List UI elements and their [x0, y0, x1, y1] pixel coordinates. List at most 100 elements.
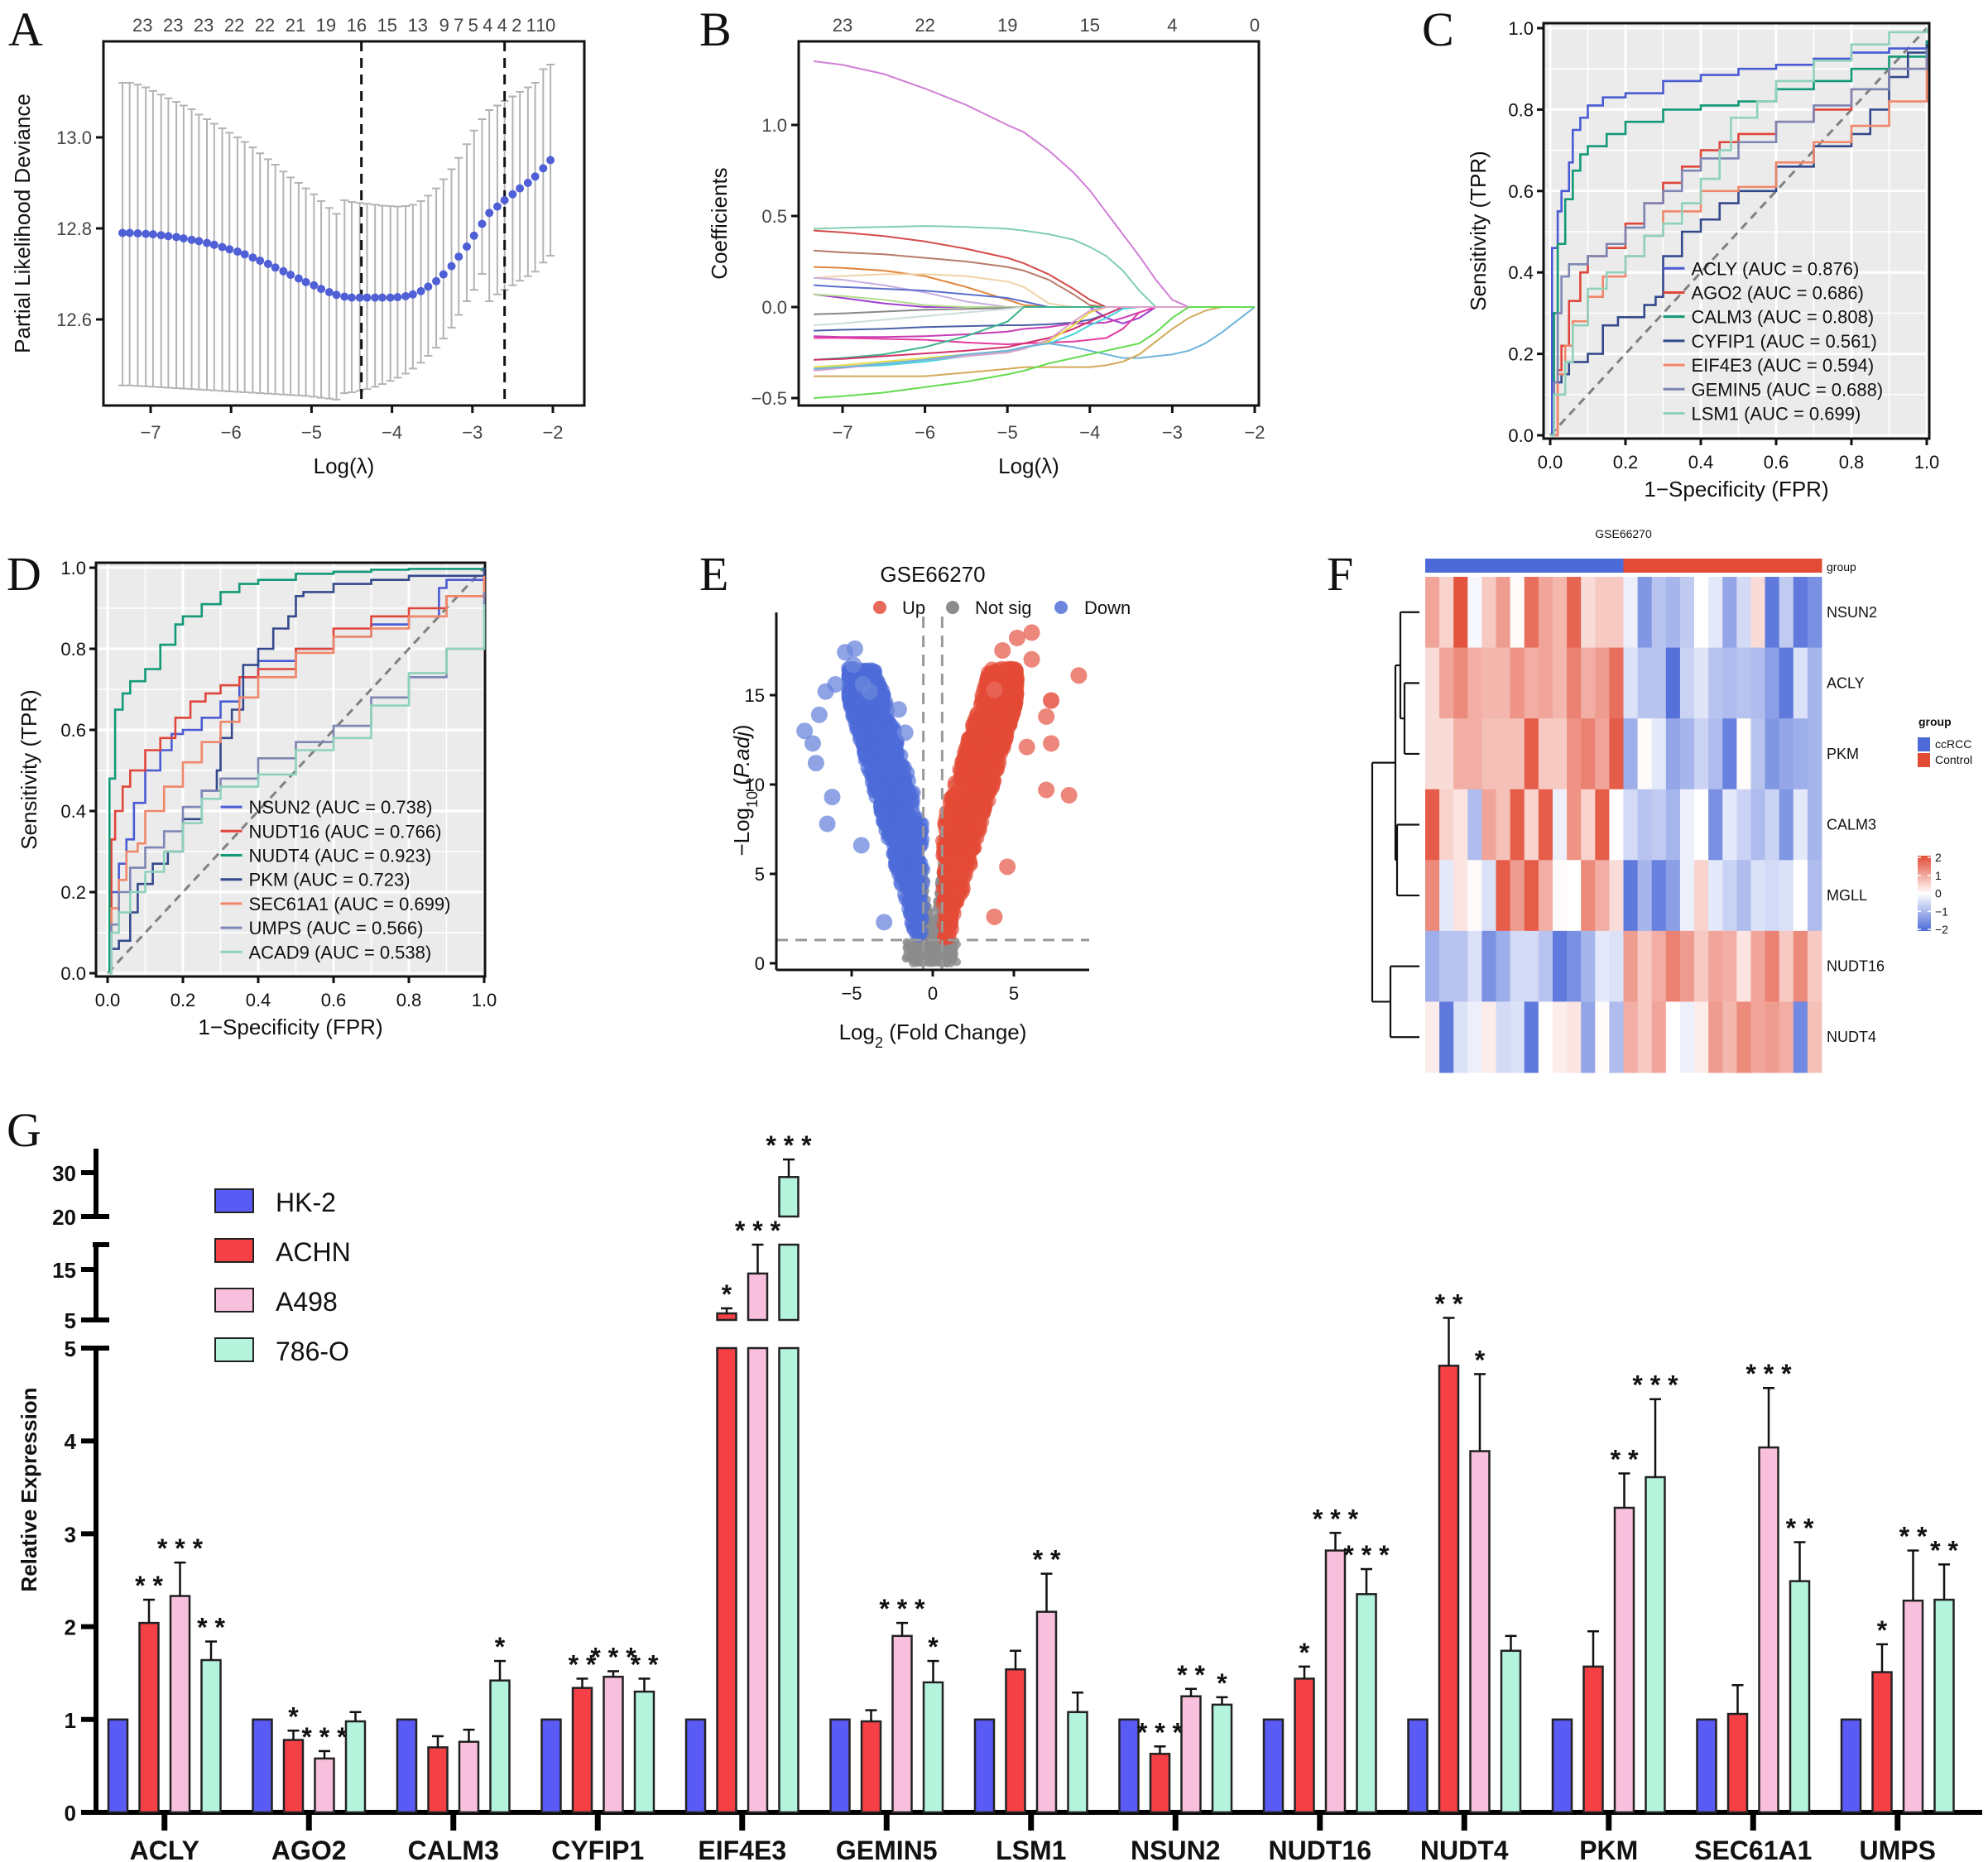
bar-a498: * *: [1033, 1545, 1061, 1814]
legend-swatch: [214, 1238, 254, 1263]
significance-label: * *: [1435, 1289, 1463, 1318]
row-label: NUDT4: [1827, 1029, 1876, 1045]
heatmap-cell: [1467, 1001, 1482, 1073]
x-tick-label: −6: [221, 422, 242, 443]
deviance-point: [332, 290, 341, 300]
bar-achn: * *: [569, 1649, 597, 1814]
point-up: [1060, 786, 1078, 804]
bar-hk-2: [829, 1718, 851, 1814]
heatmap-cell: [1679, 789, 1695, 861]
bar: [1262, 1718, 1285, 1814]
deviance-point: [462, 242, 471, 251]
panel-letter-f: F: [1327, 547, 1353, 601]
deviance-point: [240, 250, 249, 259]
diagonal-reference: [1549, 26, 1928, 437]
significance-label: * *: [1033, 1545, 1061, 1575]
point-up: [1008, 629, 1025, 646]
heatmap-cell: [1595, 860, 1610, 932]
group-annotation-cell: [1510, 559, 1525, 573]
scale-tick-label: −1: [1935, 905, 1948, 918]
group-annotation-cell: [1765, 559, 1780, 573]
heatmap-cell: [1736, 789, 1751, 861]
bar-achn: [1582, 1629, 1604, 1814]
point-not-sig: [930, 955, 939, 964]
y-tick-label: 0.5: [761, 206, 787, 227]
heatmap-cell: [1694, 577, 1709, 649]
coefficient-path: [814, 284, 1255, 308]
heatmap-cell: [1609, 930, 1624, 1002]
deviance-point: [142, 229, 151, 238]
top-count-label: 22: [915, 15, 934, 36]
panel-letter-e: E: [699, 547, 728, 601]
heatmap-cell: [1722, 577, 1737, 649]
bar-786-o: *: [922, 1632, 944, 1814]
heatmap-cell: [1623, 789, 1639, 861]
point-down: [856, 735, 872, 751]
heatmap-cell: [1779, 647, 1794, 719]
significance-label: *: [495, 1632, 506, 1662]
heatmap-cell: [1750, 860, 1766, 932]
point-down: [796, 722, 814, 740]
point-down: [915, 832, 930, 847]
roc-curve: [108, 568, 486, 975]
y-tick-label: 0: [755, 953, 765, 974]
heatmap-cell: [1807, 647, 1822, 719]
roc-curve: [1550, 28, 1928, 437]
legend-label: 786-O: [276, 1337, 349, 1366]
heatmap-cell: [1538, 1001, 1553, 1073]
bar-hk-2: [1840, 1718, 1862, 1814]
bar-786-o: *: [489, 1632, 511, 1814]
deviance-point: [118, 228, 127, 238]
bar-a498: * *: [1899, 1522, 1928, 1814]
bar-a498: * * *: [879, 1594, 925, 1814]
heatmap-cell: [1651, 860, 1667, 932]
heatmap-cell: [1524, 577, 1539, 649]
bar-a498: * * *: [157, 1533, 204, 1814]
heatmap-cell: [1425, 577, 1440, 649]
top-count-label: 13: [407, 15, 427, 36]
heatmap-cell: [1750, 930, 1766, 1002]
bar: [1180, 1695, 1202, 1814]
category-label: NUDT16: [1269, 1836, 1371, 1862]
deviance-point: [531, 172, 540, 181]
heatmap-cell: [1481, 577, 1497, 649]
heatmap-cell: [1439, 647, 1454, 719]
group-annotation-cell: [1496, 559, 1511, 573]
point-up: [937, 866, 953, 881]
heatmap-cell: [1467, 930, 1482, 1002]
point-up: [1009, 668, 1025, 684]
heatmap-cell: [1567, 647, 1582, 719]
top-count-label: 19: [997, 15, 1017, 36]
heatmap-cell: [1425, 1001, 1440, 1073]
deviance-point: [256, 257, 265, 266]
panel-letter-g: G: [7, 1103, 41, 1157]
point-up: [1023, 650, 1040, 668]
y-tick-label: 0.8: [1508, 99, 1534, 120]
x-tick-label: −7: [832, 422, 852, 443]
bar: [252, 1718, 273, 1814]
heatmap-cell: [1765, 1001, 1780, 1073]
heatmap-cell: [1609, 577, 1624, 649]
bar: [603, 1675, 624, 1814]
point-down: [899, 813, 915, 829]
heatmap-cell: [1722, 860, 1737, 932]
heatmap-cell: [1524, 647, 1539, 719]
legend-label: EIF4E3 (AUC = 0.594): [1692, 355, 1875, 376]
point-down: [902, 882, 918, 898]
bar: [427, 1746, 449, 1814]
heatmap-cell: [1581, 930, 1596, 1002]
significance-label: * *: [1786, 1513, 1814, 1543]
heatmap-cell: [1496, 718, 1511, 790]
legend-label: Down: [1084, 597, 1131, 618]
category-label: ACLY: [130, 1836, 199, 1862]
heatmap-cell: [1453, 1001, 1468, 1073]
heatmap-cell: [1453, 718, 1468, 790]
heatmap-cell: [1496, 1001, 1511, 1073]
bar-lower: [716, 1346, 737, 1814]
heatmap-cell: [1623, 718, 1639, 790]
heatmap-cell: [1481, 1001, 1497, 1073]
heatmap-cell: [1708, 647, 1723, 719]
legend-swatch: [1918, 737, 1930, 751]
roc-curve: [108, 579, 486, 975]
point-down: [867, 664, 882, 679]
